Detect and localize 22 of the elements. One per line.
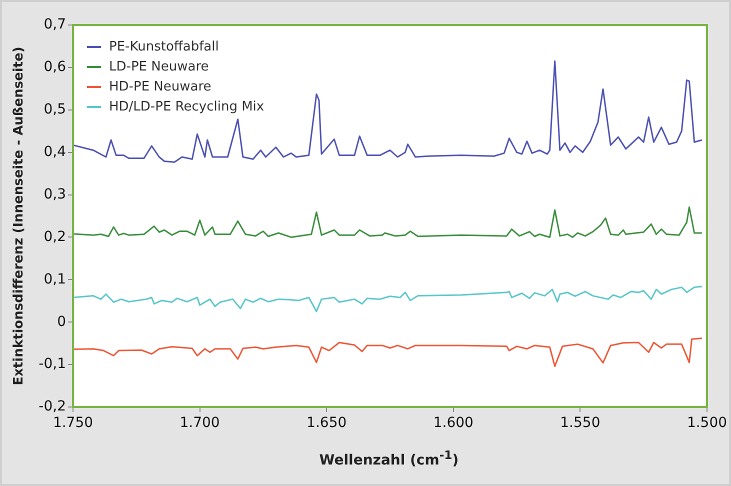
y-tick-label: -0,2	[38, 398, 66, 415]
legend-label: HD-PE Neuware	[109, 79, 212, 94]
y-tick-label: 0,5	[44, 102, 66, 118]
y-tick-label: 0,2	[44, 228, 66, 245]
y-axis-title: Extinktionsdifferenz (Innenseite - Außenseite)	[12, 46, 26, 386]
y-tick-label: 0	[57, 314, 66, 330]
x-tick-label: 1.750	[52, 415, 94, 432]
legend-label: PE-Kunstoffabfall	[109, 39, 219, 54]
x-tick-label: 1.500	[686, 415, 728, 432]
y-tick-label: 0,4	[44, 144, 66, 160]
legend-label: LD-PE Neuware	[109, 59, 209, 74]
x-tick-label: 1.650	[306, 415, 347, 432]
legend-label: HD/LD-PE Recycling Mix	[109, 99, 264, 114]
x-tick-label: 1.600	[433, 415, 474, 432]
y-tick-label: 0,6	[44, 59, 66, 76]
x-tick-label: 1.700	[180, 415, 220, 432]
y-tick-label: -0,1	[38, 356, 66, 372]
x-axis-title: Wellenzahl (cm$^{-1}$)	[318, 448, 460, 469]
x-tick-label: 1.550	[560, 415, 600, 432]
y-tick-label: 0,1	[44, 271, 66, 288]
y-tick-label: 0,3	[44, 186, 66, 202]
y-tick-label: 0,7	[44, 16, 66, 33]
